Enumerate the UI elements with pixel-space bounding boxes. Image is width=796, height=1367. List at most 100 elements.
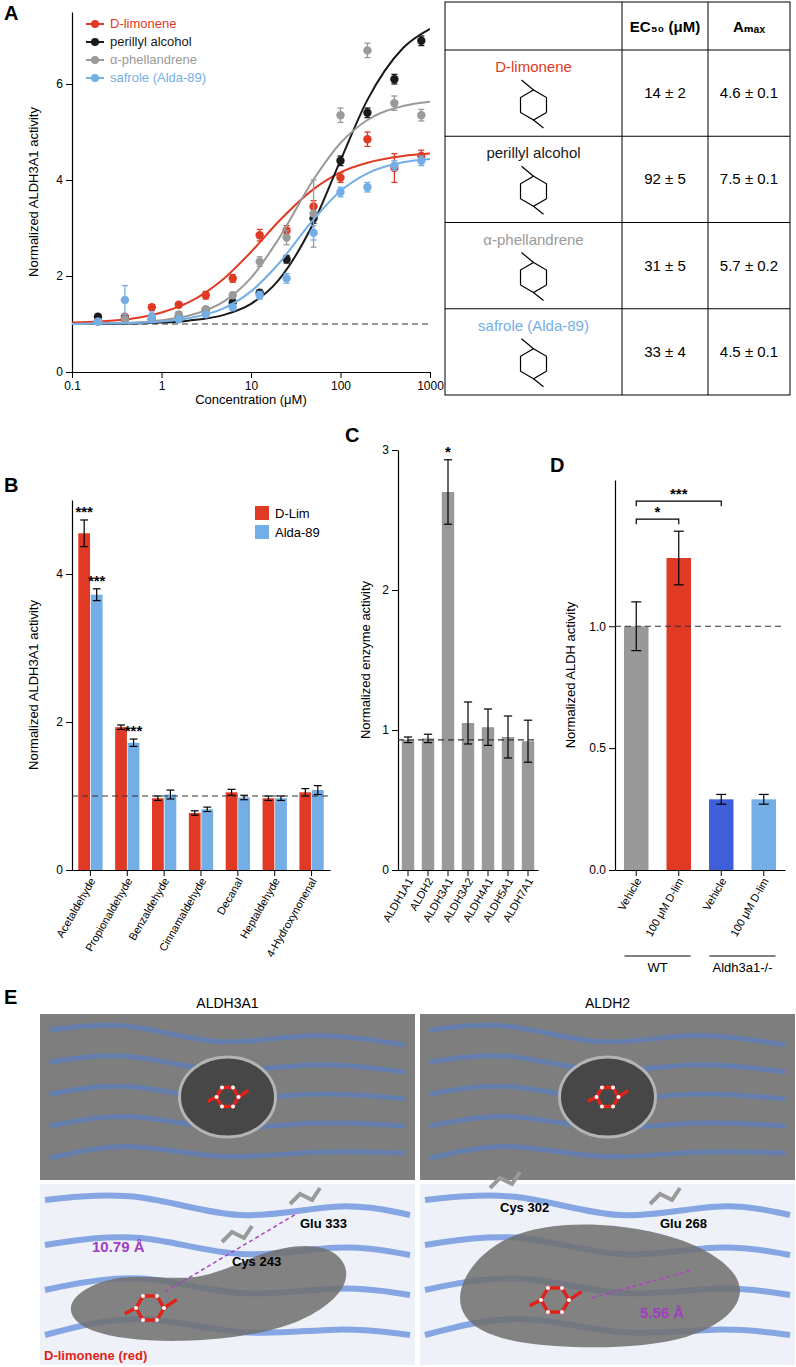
significance: *** [75,503,93,520]
error-bar [524,720,532,762]
tick-mark [66,372,72,373]
error-cap [418,150,424,151]
tick-mark [392,590,398,591]
data-point [363,109,371,117]
tick-label: Vehicle [700,876,728,913]
structure-title: ALDH2 [585,995,630,1011]
ribbon [50,1025,405,1045]
ligand [569,1292,582,1300]
bar [115,727,127,870]
binding-pocket [180,1057,276,1137]
legend-swatch [255,506,269,520]
tick-mark [66,276,72,277]
fit-line [72,154,430,323]
ligand-atom [611,1105,615,1109]
error-cap [257,256,263,257]
bar [299,792,311,870]
bar [442,492,454,870]
bar [152,798,164,870]
bar [624,626,648,870]
structure-sketch [534,120,544,128]
ligand-atom [546,1286,550,1290]
tick-label: Propionaldehyde [83,876,135,954]
error-line [507,716,508,758]
error-cap [80,546,88,547]
table-rule [445,308,790,309]
tick-label: 0.1 [64,379,81,393]
axis-title: Concentration (μM) [195,392,307,407]
legend: D-LimAlda-89 [255,506,320,540]
axis-title: Normalized ALDH3A1 activity [26,107,41,277]
ligand-atom [539,1298,543,1302]
table: EC₅₀ (μM)AₘₐₓD-limonene14 ± 24.6 ± 0.1pe… [445,2,790,395]
bar [165,795,177,870]
table-cell: 5.7 ± 0.2 [720,257,778,274]
bar [709,799,733,870]
axis-line [72,13,73,373]
tick-label: Acetaldehyde [54,876,98,940]
ligand [597,1087,619,1106]
table-cell: perillyl alcohol [486,144,580,161]
tick: ALDH1A1 [380,870,415,924]
bar [189,813,201,870]
panel-label: A [4,2,18,24]
residue-sticks [290,1188,320,1204]
ligand-atom [231,1085,235,1089]
legend-label: α-phellandrene [110,52,197,67]
error-cap [524,720,532,721]
data-point [175,301,183,309]
bar [128,743,140,870]
residue-label: Cys 302 [500,1200,549,1215]
data-point [282,233,290,241]
tick-label: 6 [56,77,63,91]
error-cap [311,239,317,240]
table-rule [445,222,790,223]
tick: 10 [245,372,259,393]
ligand-atom [617,1095,621,1099]
error-cap [166,789,174,790]
panel-label: E [4,986,17,1008]
structure-sketch [521,90,547,120]
error-cap [311,247,317,248]
tick-label: 0 [382,863,389,877]
bar [667,558,691,870]
tick-mark [448,870,449,876]
ligand-label: D-limonene (red) [44,1348,147,1363]
structure-sketch [522,253,534,263]
tick: 0 [56,365,72,379]
tick-mark [66,722,72,723]
error-line [194,811,195,815]
ligand-atom [237,1095,241,1099]
error-cap [364,57,370,58]
tick: 6 [56,77,72,91]
legend-marker [91,56,99,64]
tick: 1000 [417,372,444,393]
error-cap [364,146,370,147]
ligand-atom [611,1085,615,1089]
tick-mark [430,372,431,378]
tick: 2 [56,715,72,729]
tick-label: 1000 [417,379,444,393]
error-cap [418,155,424,156]
error-bar [759,794,769,804]
bar [91,595,103,870]
fit-line [72,29,430,324]
table-border [445,2,790,395]
error-cap [364,182,370,183]
tick: 1.0 [589,620,615,634]
error-bar [464,702,472,744]
data-point [336,188,344,196]
plot-area [398,460,538,870]
error-cap [265,800,273,801]
error-cap [631,601,641,602]
error-cap [759,794,769,795]
tick-mark [528,870,529,876]
tick: Benzaldehyde [126,870,171,942]
table-cell: 33 ± 4 [644,343,686,360]
binding-pocket [560,1057,656,1137]
data-point [121,296,129,304]
ligand-atom [215,1095,219,1099]
bar [422,738,434,870]
tick: 100 [331,372,351,393]
table-rule [622,2,623,395]
